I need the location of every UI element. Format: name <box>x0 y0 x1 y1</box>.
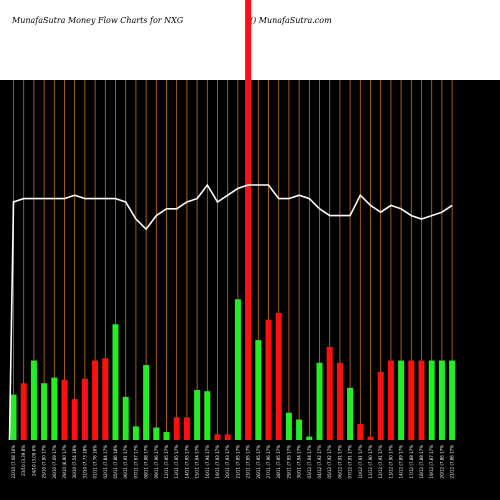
x-tick-label: 06/12 (7.91 17% <box>337 445 342 479</box>
x-tick-label: 21/12 (7.86 17% <box>450 445 455 479</box>
x-tick-label: 23/11 (7.95 17% <box>246 445 251 479</box>
money-flow-bar <box>102 358 109 440</box>
money-flow-bar <box>81 378 88 440</box>
x-tick-label: 14/11 (7.95 17% <box>184 445 189 479</box>
money-flow-bar <box>41 383 48 440</box>
x-tick-label: 12/11 (7.95 17% <box>164 445 169 479</box>
money-flow-bar <box>214 434 221 440</box>
x-tick-label: 15/11 (7.94 17% <box>195 445 200 479</box>
money-flow-bar <box>71 399 78 440</box>
x-tick-label: 26/11 (7.95 17% <box>256 445 261 479</box>
money-flow-bar <box>449 360 456 440</box>
x-tick-label: 14/12 (7.89 17% <box>399 445 404 479</box>
x-tick-label: 13/11 (7.95 17% <box>174 445 179 479</box>
x-tick-label: 16/11 (7.94 17% <box>205 445 210 479</box>
money-flow-bar <box>357 424 364 440</box>
x-tick-label: 02/11 (7.84 17% <box>103 445 108 479</box>
money-flow-bar <box>367 436 374 440</box>
x-tick-label: 22/10 (7.08 16% <box>11 445 16 479</box>
x-tick-label: 21/11 (7.95 17% <box>235 445 240 479</box>
x-tick-label: 05/12 (7.92 17% <box>327 445 332 479</box>
x-tick-label: 25/10 (7.90 17% <box>42 445 47 479</box>
site-label: () MunafaSutra.com <box>250 16 332 25</box>
money-flow-bar <box>234 299 241 440</box>
x-tick-label: 20/11 (7.93 17% <box>225 445 230 479</box>
money-flow-bar <box>336 362 343 440</box>
x-tick-label: 17/12 (7.88 17% <box>409 445 414 479</box>
money-flow-bar <box>132 426 139 440</box>
x-tick-label: 04/12 (7.92 17% <box>317 445 322 479</box>
money-flow-bar <box>194 390 201 440</box>
money-flow-bar <box>306 436 313 440</box>
money-flow-bar <box>183 417 190 440</box>
money-flow-bar <box>112 324 119 440</box>
money-flow-bar <box>204 391 211 440</box>
money-flow-bar <box>316 362 323 440</box>
money-flow-bar <box>51 377 58 440</box>
money-flow-bar <box>418 360 425 440</box>
chart-title: MunafaSutra Money Flow Charts for NXG <box>11 16 184 25</box>
money-flow-bar <box>30 360 37 440</box>
x-tick-label: 24/10 (3.09 6% <box>31 445 36 476</box>
x-tick-label: 07/12 (7.91 17% <box>348 445 353 479</box>
money-flow-bar <box>265 319 272 440</box>
price-line-layer <box>8 183 453 441</box>
money-flow-bar <box>285 412 292 440</box>
x-tick-label: 08/11 (7.98 17% <box>144 445 149 479</box>
x-tick-label: 30/11 (7.94 17% <box>297 445 302 479</box>
x-tick-label: 19/12 (7.87 17% <box>429 445 434 479</box>
x-tick-label: 09/11 (7.96 17% <box>154 445 159 479</box>
money-flow-bar <box>398 360 405 440</box>
money-flow-bar <box>173 417 180 440</box>
x-tick-label: 20/12 (7.86 17% <box>439 445 444 479</box>
money-flow-bar <box>143 365 150 440</box>
x-tick-label: 13/12 (7.90 17% <box>388 445 393 479</box>
money-flow-bar <box>255 340 262 440</box>
money-flow-bar <box>387 360 394 440</box>
x-tick-label: 29/11 (7.95 17% <box>286 445 291 479</box>
x-tick-label: 19/11 (7.93 17% <box>215 445 220 479</box>
money-flow-bar <box>296 419 303 440</box>
x-tick-label: 07/11 (7.97 17% <box>133 445 138 479</box>
money-flow-bar <box>377 371 384 440</box>
money-flow-bar <box>163 432 170 440</box>
money-flow-bar <box>61 379 68 440</box>
x-tick-label: 12/12 (7.91 17% <box>378 445 383 479</box>
money-flow-bar <box>20 383 27 440</box>
x-tick-labels: 22/10 (7.08 16% 23/10 (3.39 8% 24/10 (3.09… <box>11 445 455 479</box>
price-line <box>8 183 453 441</box>
x-tick-label: 03/12 (7.94 17% <box>307 445 312 479</box>
money-flow-bar <box>153 427 160 440</box>
x-tick-label: 23/10 (3.39 8% <box>21 445 26 476</box>
x-tick-label: 18/12 (7.88 17% <box>419 445 424 479</box>
money-flow-bar <box>347 387 354 440</box>
x-tick-label: 31/10 (7.73 18% <box>82 445 87 479</box>
x-tick-label: 30/10 (7.54 18% <box>72 445 77 479</box>
money-flow-bar <box>92 360 99 440</box>
x-tick-label: 28/11 (7.95 17% <box>276 445 281 479</box>
bars <box>10 0 456 440</box>
x-tick-label: 01/11 (7.76 16% <box>93 445 98 479</box>
money-flow-bar <box>275 312 282 440</box>
money-flow-bar <box>122 396 129 440</box>
x-tick-label: 29/10 (6.90 17% <box>62 445 67 479</box>
money-flow-bar <box>428 360 435 440</box>
x-tick-label: 05/11 (7.86 18% <box>113 445 118 479</box>
x-tick-label: 06/11 (7.91 17% <box>123 445 128 479</box>
x-tick-label: 27/11 (7.96 17% <box>266 445 271 479</box>
x-tick-label: 11/12 (7.90 17% <box>368 445 373 479</box>
money-flow-bar <box>438 360 445 440</box>
money-flow-bar <box>10 394 17 440</box>
money-flow-bar <box>326 346 333 440</box>
money-flow-bar <box>408 360 415 440</box>
money-flow-bar <box>224 434 231 440</box>
x-tick-label: 10/12 (7.91 17% <box>358 445 363 479</box>
money-flow-bar <box>245 0 252 440</box>
x-tick-label: 26/10 (7.09 17% <box>52 445 57 479</box>
